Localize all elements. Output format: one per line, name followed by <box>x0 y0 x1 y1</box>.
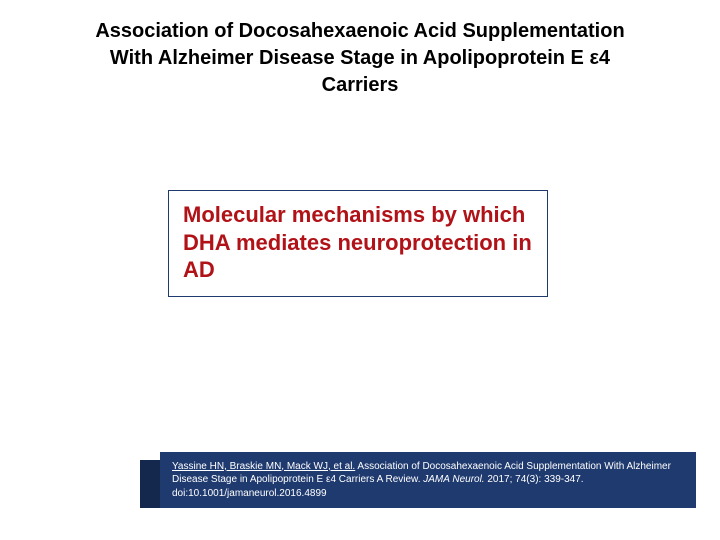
slide-title: Association of Docosahexaenoic Acid Supp… <box>90 18 630 99</box>
citation-authors: Yassine HN, Braskie MN, Mack WJ, et al. <box>172 461 355 472</box>
citation-journal: JAMA Neurol. <box>423 474 484 485</box>
callout-text: Molecular mechanisms by which DHA mediat… <box>183 201 533 284</box>
citation-accent-block <box>140 460 160 508</box>
citation-band: Yassine HN, Braskie MN, Mack WJ, et al. … <box>160 452 696 509</box>
callout-box: Molecular mechanisms by which DHA mediat… <box>168 190 548 297</box>
